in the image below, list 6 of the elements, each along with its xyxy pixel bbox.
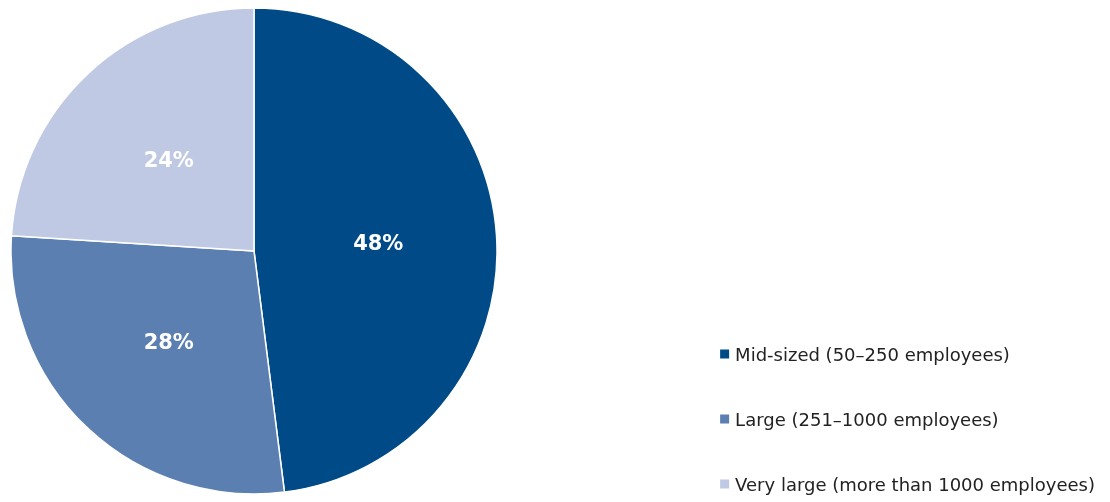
data-label: 28% (143, 329, 194, 354)
data-label: 48% (353, 231, 404, 256)
legend-label: Mid-sized (50–250 employees) (735, 343, 1010, 365)
data-label: 24% (143, 148, 194, 173)
legend-label: Very large (more than 1000 employees) (735, 473, 1096, 495)
legend-label: Large (251–1000 employees) (735, 408, 999, 430)
